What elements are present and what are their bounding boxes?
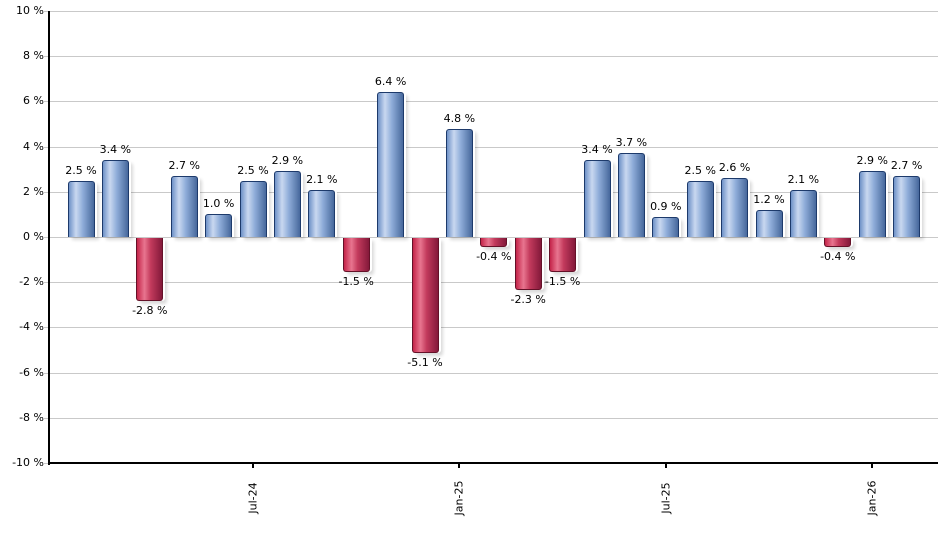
bar[interactable] [308,189,336,237]
bar-value-label: 2.1 % [787,172,820,186]
y-axis-tick-label: 6 % [23,94,44,108]
y-axis-tick-mark [43,282,48,284]
bar-value-label: 6.4 % [374,75,407,89]
y-axis-tick-label: 0 % [23,230,44,243]
bar[interactable] [445,128,473,237]
bar[interactable] [342,238,370,272]
y-axis-tick-label: -6 % [19,365,44,379]
bar-value-label: 0.9 % [650,199,682,213]
bar[interactable] [755,209,783,237]
x-axis-tick-mark [252,462,254,468]
x-axis-tick-mark [664,462,667,468]
x-axis-tick-label: Jul-25 [658,470,674,526]
bar[interactable] [549,238,577,272]
x-axis-tick-label: Jan-26 [864,470,880,526]
y-axis-tick-label: 4 % [23,139,44,153]
bar[interactable] [67,180,95,237]
gridline [50,417,938,419]
bar[interactable] [721,178,749,237]
bar-value-label: -0.4 % [820,250,856,264]
x-axis-tick-mark [871,462,874,468]
bar-value-label: 2.9 % [856,154,888,168]
bar[interactable] [617,153,645,237]
y-axis-tick-label: 8 % [23,49,44,63]
bar[interactable] [377,92,405,237]
y-axis-tick-mark [43,191,48,193]
bar-value-label: 3.4 % [99,143,132,157]
y-axis-tick-mark [43,101,48,103]
x-axis-line [48,462,938,464]
bar-value-label: 2.7 % [890,158,923,172]
bar[interactable] [824,238,852,248]
bar-value-label: 3.4 % [581,143,613,157]
y-axis-tick-mark [43,463,48,464]
bar-value-label: -2.3 % [510,292,546,306]
x-axis-tick-mark [458,462,461,468]
y-axis-line [48,11,50,465]
bar-value-label: 1.2 % [753,192,785,206]
x-axis-tick-label-text: Jan-25 [452,480,466,516]
bar[interactable] [480,238,508,248]
bar[interactable] [136,238,164,302]
gridline [50,282,938,284]
bar[interactable] [686,180,714,237]
gridline [50,191,938,193]
x-axis-tick-label-text: Jul-24 [246,482,260,514]
x-axis-tick-label: Jan-25 [451,470,467,526]
bar-value-label: 1.0 % [202,197,235,211]
bar-value-label: 2.1 % [306,172,338,186]
x-axis-tick-label-text: Jul-25 [659,482,673,514]
y-axis-tick-label: -4 % [19,320,44,334]
y-axis-tick-mark [43,327,48,329]
y-axis-tick-label: -10 % [12,456,44,469]
bar-value-label: 2.6 % [718,161,751,175]
bar-value-label: -1.5 % [338,274,374,288]
y-axis-tick-mark [43,56,48,58]
bar[interactable] [273,171,301,237]
x-axis-tick-label: Jul-24 [245,470,261,526]
bar-value-label: -5.1 % [407,356,443,370]
y-axis-tick-mark [43,417,48,419]
y-axis-tick-label: -2 % [19,275,44,289]
bar[interactable] [101,160,129,237]
bar-value-label: 2.5 % [684,163,716,177]
gridline [50,11,938,12]
y-axis-tick-mark [43,372,48,374]
gridline [50,237,938,238]
y-axis-tick-mark [43,237,48,238]
bar-value-label: -2.8 % [132,304,168,318]
bar[interactable] [652,216,680,237]
bar[interactable] [583,160,611,237]
bar[interactable] [170,175,198,237]
bar-value-label: 2.7 % [168,158,200,172]
y-axis-tick-mark [43,146,48,148]
bar[interactable] [789,189,817,237]
bar[interactable] [893,175,921,237]
bar[interactable] [858,171,886,237]
bar[interactable] [514,238,542,290]
bar-value-label: 2.9 % [271,154,304,168]
bar-value-label: 3.7 % [615,136,648,150]
y-axis-tick-mark [43,11,48,12]
bar[interactable] [239,180,267,237]
bar[interactable] [411,238,439,354]
bar[interactable] [205,214,233,237]
bar-value-label: -1.5 % [544,274,581,288]
y-axis-tick-label: 10 % [16,4,44,17]
bar-value-label: 4.8 % [443,111,476,125]
gridline [50,56,938,58]
gridline [50,372,938,374]
gridline [50,101,938,103]
gridline [50,327,938,329]
y-axis-tick-label: 2 % [23,184,44,198]
bar-value-label: 2.5 % [237,163,269,177]
gridline [50,146,938,148]
plot-area: 2.5 % 3.4 % -2.8 % 2.7 % 1.0 % 2.5 % 2.9 % 2.1 … [50,11,938,464]
bar-value-label: -0.4 % [476,250,512,264]
bar-value-label: 2.5 % [65,163,97,177]
y-axis-tick-label: -8 % [19,410,44,424]
x-axis-tick-label-text: Jan-26 [865,480,879,516]
